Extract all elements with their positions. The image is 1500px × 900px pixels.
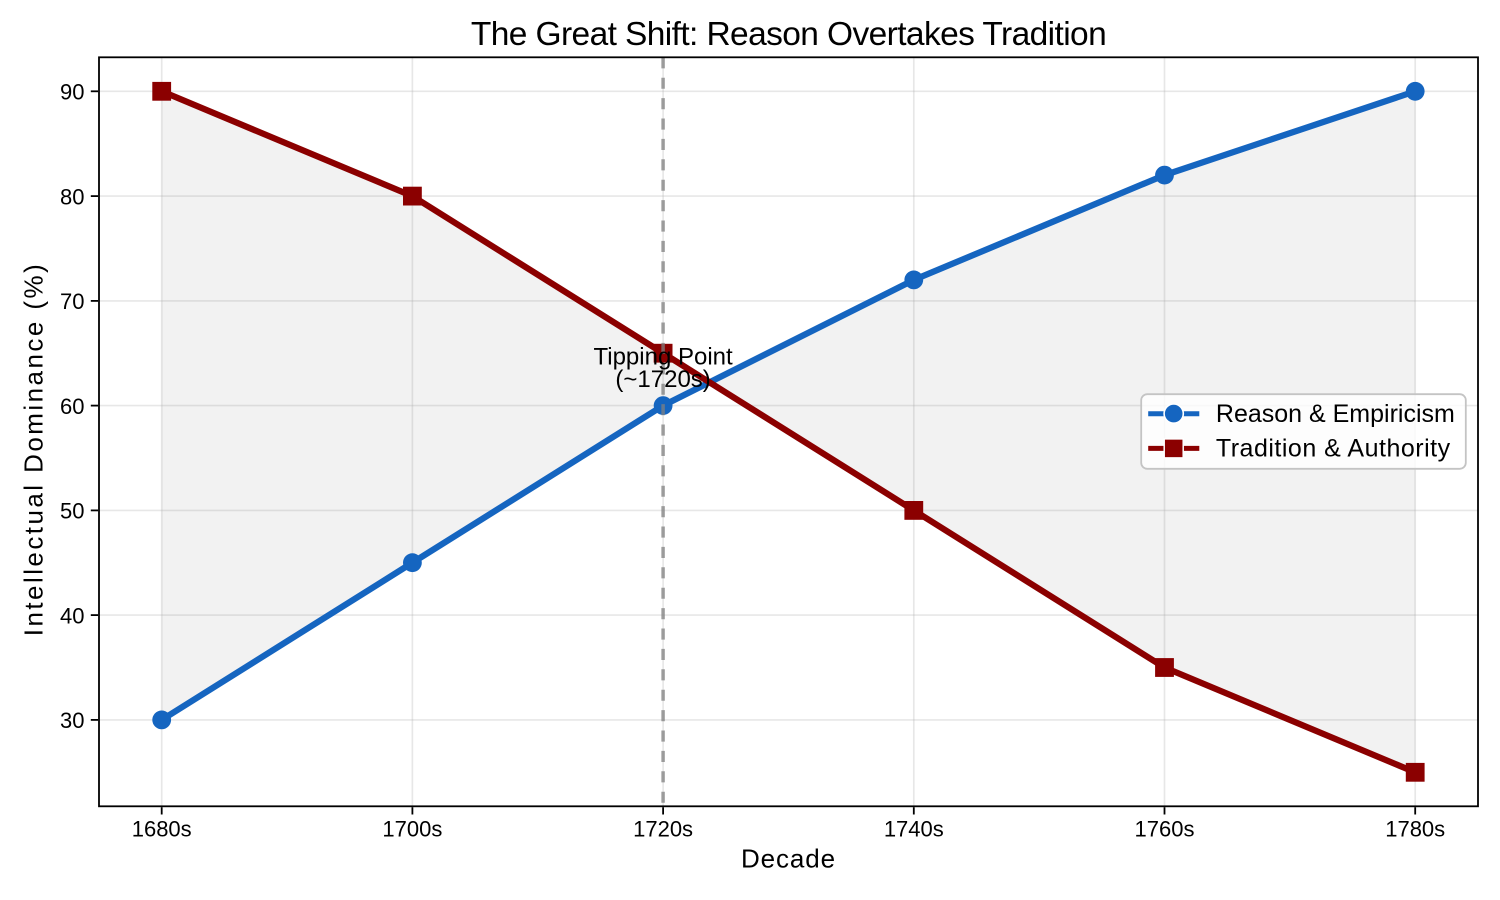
svg-text:1700s: 1700s: [382, 817, 442, 842]
svg-text:70: 70: [60, 289, 84, 314]
svg-text:1780s: 1780s: [1385, 817, 1445, 842]
svg-text:(~1720s): (~1720s): [615, 366, 710, 393]
svg-text:Tradition & Authority: Tradition & Authority: [1216, 435, 1451, 463]
svg-text:1740s: 1740s: [884, 817, 944, 842]
svg-text:Decade: Decade: [741, 844, 836, 874]
svg-text:40: 40: [60, 603, 84, 628]
svg-text:The Great Shift: Reason Overta: The Great Shift: Reason Overtakes Tradit…: [471, 16, 1106, 53]
svg-text:1680s: 1680s: [132, 817, 192, 842]
svg-text:1760s: 1760s: [1135, 817, 1195, 842]
svg-text:50: 50: [60, 499, 84, 524]
svg-text:Intellectual Dominance (%): Intellectual Dominance (%): [19, 262, 49, 636]
svg-text:30: 30: [60, 708, 84, 733]
svg-text:90: 90: [60, 80, 84, 105]
svg-text:Reason & Empiricism: Reason & Empiricism: [1216, 400, 1455, 428]
svg-text:60: 60: [60, 394, 84, 419]
svg-text:80: 80: [60, 184, 84, 209]
svg-text:1720s: 1720s: [633, 817, 693, 842]
svg-text:Tipping Point: Tipping Point: [593, 343, 733, 370]
